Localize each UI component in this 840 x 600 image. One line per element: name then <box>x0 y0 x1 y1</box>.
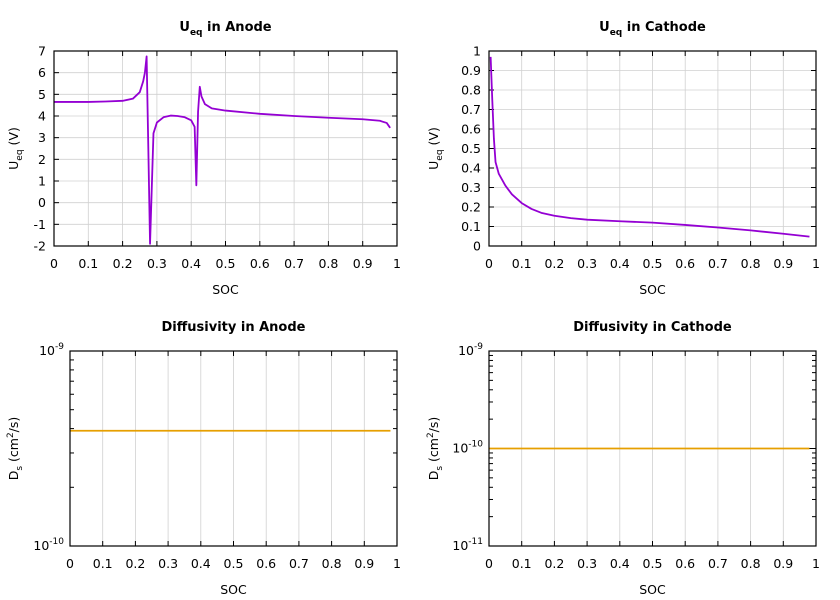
y-axis-label: Ueq (V) <box>6 127 25 170</box>
series-line <box>54 55 391 245</box>
y-tick-label: 1 <box>38 174 46 189</box>
x-tick-label: 0.7 <box>708 256 728 271</box>
x-tick-label: 0.6 <box>250 256 270 271</box>
y-tick-label: 1 <box>473 44 481 59</box>
plot-frame <box>53 50 398 247</box>
cathode-diffusivity-chart: Diffusivity in Cathode 0 0.1 0.2 0.3 0.4 0.5 0.… <box>426 320 820 597</box>
x-tick-label: 0.4 <box>181 256 201 271</box>
y-tick-label: 10-10 <box>33 537 64 553</box>
y-tick-label: 0.9 <box>461 63 481 78</box>
y-tick-label: -2 <box>34 239 46 254</box>
x-tick-label: 0.7 <box>284 256 304 271</box>
y-tick-label: 0.4 <box>461 161 481 176</box>
x-tick-label: 0.1 <box>93 556 113 571</box>
anode-diffusivity-chart: Diffusivity in Anode 0 0.1 0.2 0.3 0.4 0.5 0.6 0… <box>6 320 401 597</box>
x-tick-label: 0.7 <box>708 556 728 571</box>
y-tick-label: 10-9 <box>458 342 483 358</box>
x-tick-label: 0.6 <box>675 256 695 271</box>
x-tick-label: 0.2 <box>125 556 145 571</box>
x-tick-label: 1 <box>393 556 401 571</box>
x-tick-label: 0.2 <box>113 256 133 271</box>
x-tick-label: 0.3 <box>147 256 167 271</box>
chart-title: Ueq in Cathode <box>599 20 706 38</box>
y-tick-label: 10-10 <box>452 440 483 456</box>
y-tick-label: 10-11 <box>452 537 483 553</box>
y-tick-label: 0.2 <box>461 200 481 215</box>
x-tick-label: 0.9 <box>773 556 793 571</box>
x-tick-label: 0.5 <box>643 556 663 571</box>
x-axis-label: SOC <box>220 582 247 597</box>
y-tick-label: 0 <box>473 239 481 254</box>
x-tick-label: 0.8 <box>741 256 761 271</box>
x-tick-label: 0.6 <box>675 556 695 571</box>
y-tick-label: 10-9 <box>39 342 64 358</box>
x-axis-label: SOC <box>212 282 239 297</box>
x-tick-label: 0.1 <box>78 256 98 271</box>
x-tick-label: 0.4 <box>610 556 630 571</box>
y-tick-label: 0.1 <box>461 219 481 234</box>
y-tick-label: 7 <box>38 44 46 59</box>
x-tick-label: 0 <box>66 556 74 571</box>
x-tick-label: 0.5 <box>216 256 236 271</box>
x-tick-label: 0.1 <box>512 256 532 271</box>
y-tick-label: 0.8 <box>461 83 481 98</box>
y-tick-label: 0.7 <box>461 102 481 117</box>
plot-frame <box>488 50 817 247</box>
x-tick-label: 0.3 <box>158 556 178 571</box>
x-tick-label: 0.5 <box>643 256 663 271</box>
chart-title: Diffusivity in Anode <box>162 320 306 335</box>
chart-title: Ueq in Anode <box>179 20 271 38</box>
x-tick-label: 1 <box>812 256 820 271</box>
y-tick-label: 4 <box>38 109 46 124</box>
x-tick-label: 0.2 <box>544 256 564 271</box>
y-tick-label: 0.3 <box>461 180 481 195</box>
x-tick-label: 0.8 <box>741 556 761 571</box>
y-tick-label: 0.5 <box>461 141 481 156</box>
x-tick-label: 0 <box>485 556 493 571</box>
plot-frame <box>69 350 398 547</box>
x-tick-label: 1 <box>393 256 401 271</box>
x-axis-label: SOC <box>639 582 666 597</box>
x-tick-label: 0.5 <box>224 556 244 571</box>
x-tick-label: 0.9 <box>353 256 373 271</box>
cathode-ueq-chart: Ueq in Cathode 0 0.1 0.2 0.3 0.4 0.5 0.6 0.7 0.8 0… <box>426 20 820 297</box>
y-tick-label: -1 <box>34 217 46 232</box>
x-tick-label: 0.4 <box>610 256 630 271</box>
x-axis-label: SOC <box>639 282 666 297</box>
x-tick-label: 0.3 <box>577 256 597 271</box>
y-tick-label: 5 <box>38 87 46 102</box>
x-tick-label: 0 <box>50 256 58 271</box>
x-tick-label: 1 <box>812 556 820 571</box>
y-tick-label: 2 <box>38 152 46 167</box>
series-line <box>489 56 810 238</box>
x-tick-label: 0.1 <box>512 556 532 571</box>
x-tick-label: 0.9 <box>773 256 793 271</box>
x-tick-label: 0.8 <box>322 556 342 571</box>
x-tick-label: 0.8 <box>318 256 338 271</box>
y-tick-label: 3 <box>38 130 46 145</box>
y-tick-label: 0.6 <box>461 122 481 137</box>
x-tick-label: 0.7 <box>289 556 309 571</box>
y-tick-label: 6 <box>38 65 46 80</box>
x-tick-label: 0.4 <box>191 556 211 571</box>
anode-ueq-chart: Ueq in Anode 0 0.1 0.2 0.3 0.4 0.5 0.6 0.7 0.8 0.9… <box>6 20 401 297</box>
y-axis-label: Ueq (V) <box>426 127 445 170</box>
chart-title: Diffusivity in Cathode <box>573 320 732 335</box>
x-tick-label: 0.6 <box>256 556 276 571</box>
y-axis-label: Ds (cm2/s) <box>6 417 25 481</box>
x-tick-label: 0.2 <box>544 556 564 571</box>
x-tick-label: 0 <box>485 256 493 271</box>
x-tick-label: 0.9 <box>354 556 374 571</box>
plot-frame <box>488 350 817 547</box>
x-tick-label: 0.3 <box>577 556 597 571</box>
y-tick-label: 0 <box>38 195 46 210</box>
y-axis-label: Ds (cm2/s) <box>426 417 445 481</box>
